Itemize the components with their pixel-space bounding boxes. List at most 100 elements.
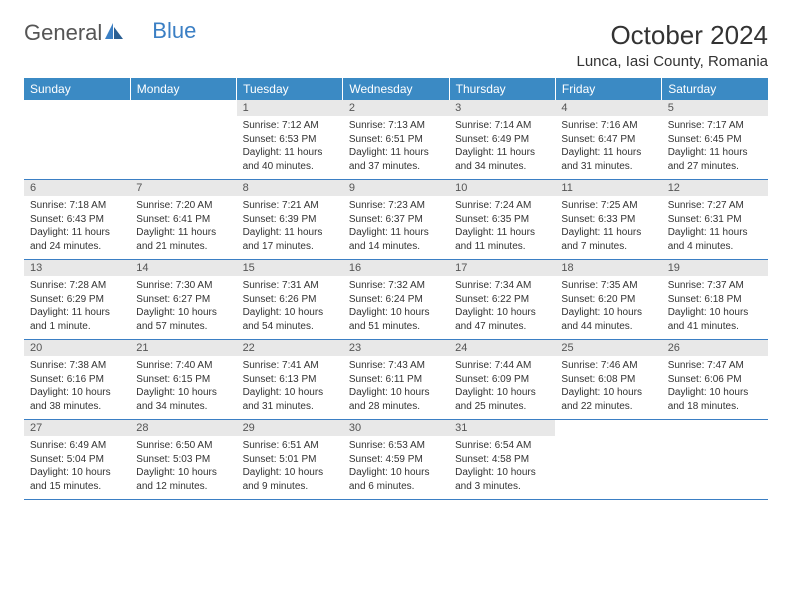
sunset-text: Sunset: 5:03 PM	[136, 453, 230, 467]
calendar-cell	[662, 420, 768, 500]
calendar-cell: 17Sunrise: 7:34 AMSunset: 6:22 PMDayligh…	[449, 260, 555, 340]
day-number: 23	[343, 340, 449, 356]
day-details: Sunrise: 6:53 AMSunset: 4:59 PMDaylight:…	[343, 436, 449, 499]
calendar-cell	[555, 420, 661, 500]
day-details	[662, 436, 768, 494]
sunrise-text: Sunrise: 7:16 AM	[561, 119, 655, 133]
sunrise-text: Sunrise: 7:17 AM	[668, 119, 762, 133]
sunrise-text: Sunrise: 7:43 AM	[349, 359, 443, 373]
day-details: Sunrise: 7:32 AMSunset: 6:24 PMDaylight:…	[343, 276, 449, 339]
day-number	[24, 100, 130, 116]
calendar-cell: 9Sunrise: 7:23 AMSunset: 6:37 PMDaylight…	[343, 180, 449, 260]
day-details: Sunrise: 7:16 AMSunset: 6:47 PMDaylight:…	[555, 116, 661, 179]
brand-part2: Blue	[152, 18, 196, 44]
sunrise-text: Sunrise: 7:35 AM	[561, 279, 655, 293]
day-details: Sunrise: 7:14 AMSunset: 6:49 PMDaylight:…	[449, 116, 555, 179]
daylight-text: Daylight: 10 hours and 9 minutes.	[243, 466, 337, 493]
sunrise-text: Sunrise: 6:50 AM	[136, 439, 230, 453]
day-details: Sunrise: 7:28 AMSunset: 6:29 PMDaylight:…	[24, 276, 130, 339]
calendar-cell: 6Sunrise: 7:18 AMSunset: 6:43 PMDaylight…	[24, 180, 130, 260]
calendar-cell: 2Sunrise: 7:13 AMSunset: 6:51 PMDaylight…	[343, 100, 449, 180]
calendar-week: 20Sunrise: 7:38 AMSunset: 6:16 PMDayligh…	[24, 340, 768, 420]
daylight-text: Daylight: 11 hours and 17 minutes.	[243, 226, 337, 253]
day-details: Sunrise: 7:30 AMSunset: 6:27 PMDaylight:…	[130, 276, 236, 339]
sunset-text: Sunset: 6:27 PM	[136, 293, 230, 307]
day-details: Sunrise: 7:41 AMSunset: 6:13 PMDaylight:…	[237, 356, 343, 419]
day-number: 19	[662, 260, 768, 276]
sunset-text: Sunset: 6:13 PM	[243, 373, 337, 387]
day-number: 11	[555, 180, 661, 196]
sunrise-text: Sunrise: 7:46 AM	[561, 359, 655, 373]
daylight-text: Daylight: 10 hours and 12 minutes.	[136, 466, 230, 493]
calendar-cell: 12Sunrise: 7:27 AMSunset: 6:31 PMDayligh…	[662, 180, 768, 260]
day-number: 5	[662, 100, 768, 116]
calendar-week: 13Sunrise: 7:28 AMSunset: 6:29 PMDayligh…	[24, 260, 768, 340]
sunrise-text: Sunrise: 7:41 AM	[243, 359, 337, 373]
day-number	[555, 420, 661, 436]
daylight-text: Daylight: 10 hours and 38 minutes.	[30, 386, 124, 413]
daylight-text: Daylight: 10 hours and 18 minutes.	[668, 386, 762, 413]
calendar-page: General Blue October 2024 Lunca, Iasi Cou…	[0, 0, 792, 520]
calendar-cell: 29Sunrise: 6:51 AMSunset: 5:01 PMDayligh…	[237, 420, 343, 500]
day-details	[130, 116, 236, 174]
sunrise-text: Sunrise: 7:27 AM	[668, 199, 762, 213]
day-number: 20	[24, 340, 130, 356]
daylight-text: Daylight: 10 hours and 22 minutes.	[561, 386, 655, 413]
sunrise-text: Sunrise: 7:40 AM	[136, 359, 230, 373]
day-number: 21	[130, 340, 236, 356]
dow-friday: Friday	[555, 78, 661, 100]
dow-saturday: Saturday	[662, 78, 768, 100]
day-number: 26	[662, 340, 768, 356]
day-number: 2	[343, 100, 449, 116]
calendar-week: 1Sunrise: 7:12 AMSunset: 6:53 PMDaylight…	[24, 100, 768, 180]
daylight-text: Daylight: 11 hours and 34 minutes.	[455, 146, 549, 173]
sunrise-text: Sunrise: 7:21 AM	[243, 199, 337, 213]
day-number: 6	[24, 180, 130, 196]
daylight-text: Daylight: 10 hours and 44 minutes.	[561, 306, 655, 333]
calendar-cell: 24Sunrise: 7:44 AMSunset: 6:09 PMDayligh…	[449, 340, 555, 420]
daylight-text: Daylight: 11 hours and 31 minutes.	[561, 146, 655, 173]
day-details: Sunrise: 7:13 AMSunset: 6:51 PMDaylight:…	[343, 116, 449, 179]
calendar-cell	[24, 100, 130, 180]
calendar-week: 27Sunrise: 6:49 AMSunset: 5:04 PMDayligh…	[24, 420, 768, 500]
day-number: 24	[449, 340, 555, 356]
day-number: 16	[343, 260, 449, 276]
day-number: 1	[237, 100, 343, 116]
logo-sail-icon	[104, 20, 124, 46]
sunrise-text: Sunrise: 7:37 AM	[668, 279, 762, 293]
day-details: Sunrise: 7:25 AMSunset: 6:33 PMDaylight:…	[555, 196, 661, 259]
day-number: 8	[237, 180, 343, 196]
day-details: Sunrise: 7:40 AMSunset: 6:15 PMDaylight:…	[130, 356, 236, 419]
brand-part1: General	[24, 20, 102, 46]
day-number: 3	[449, 100, 555, 116]
daylight-text: Daylight: 11 hours and 7 minutes.	[561, 226, 655, 253]
calendar-table: Sunday Monday Tuesday Wednesday Thursday…	[24, 78, 768, 500]
sunrise-text: Sunrise: 7:12 AM	[243, 119, 337, 133]
daylight-text: Daylight: 10 hours and 3 minutes.	[455, 466, 549, 493]
calendar-cell: 11Sunrise: 7:25 AMSunset: 6:33 PMDayligh…	[555, 180, 661, 260]
calendar-cell: 21Sunrise: 7:40 AMSunset: 6:15 PMDayligh…	[130, 340, 236, 420]
day-number: 30	[343, 420, 449, 436]
dow-thursday: Thursday	[449, 78, 555, 100]
day-number: 17	[449, 260, 555, 276]
day-number: 22	[237, 340, 343, 356]
calendar-cell: 22Sunrise: 7:41 AMSunset: 6:13 PMDayligh…	[237, 340, 343, 420]
calendar-cell: 28Sunrise: 6:50 AMSunset: 5:03 PMDayligh…	[130, 420, 236, 500]
daylight-text: Daylight: 11 hours and 21 minutes.	[136, 226, 230, 253]
daylight-text: Daylight: 11 hours and 11 minutes.	[455, 226, 549, 253]
daylight-text: Daylight: 11 hours and 14 minutes.	[349, 226, 443, 253]
title-block: October 2024 Lunca, Iasi County, Romania	[577, 20, 769, 70]
sunset-text: Sunset: 6:45 PM	[668, 133, 762, 147]
sunset-text: Sunset: 6:51 PM	[349, 133, 443, 147]
day-details: Sunrise: 7:35 AMSunset: 6:20 PMDaylight:…	[555, 276, 661, 339]
calendar-cell: 3Sunrise: 7:14 AMSunset: 6:49 PMDaylight…	[449, 100, 555, 180]
day-number: 7	[130, 180, 236, 196]
sunset-text: Sunset: 6:06 PM	[668, 373, 762, 387]
sunrise-text: Sunrise: 7:32 AM	[349, 279, 443, 293]
day-details: Sunrise: 7:21 AMSunset: 6:39 PMDaylight:…	[237, 196, 343, 259]
sunrise-text: Sunrise: 6:49 AM	[30, 439, 124, 453]
daylight-text: Daylight: 11 hours and 40 minutes.	[243, 146, 337, 173]
sunset-text: Sunset: 6:31 PM	[668, 213, 762, 227]
daylight-text: Daylight: 11 hours and 24 minutes.	[30, 226, 124, 253]
sunrise-text: Sunrise: 7:14 AM	[455, 119, 549, 133]
